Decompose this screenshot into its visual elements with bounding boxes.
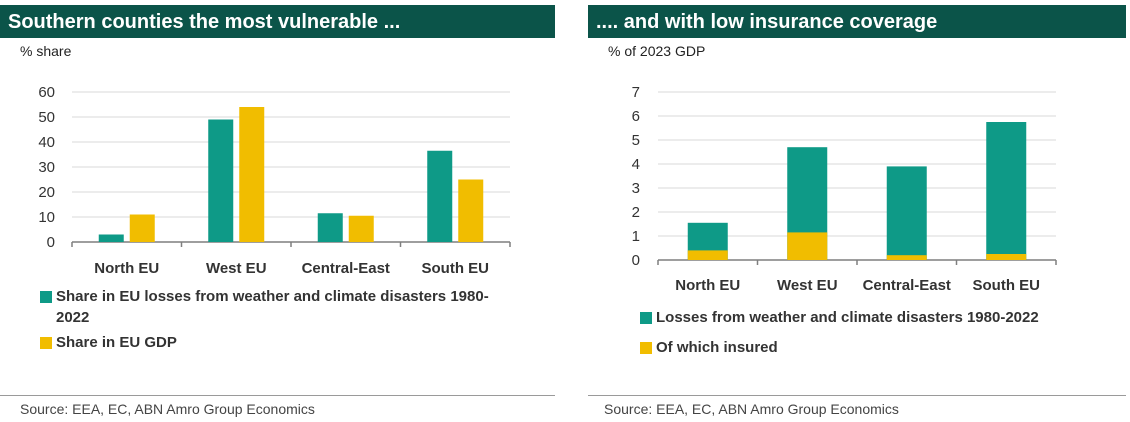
right-chart-y-tick-label: 0 xyxy=(632,252,640,269)
right-chart-y-tick-label: 6 xyxy=(632,108,640,125)
right-chart-bar-losses xyxy=(886,166,927,260)
right-chart-category-label: Central-East xyxy=(863,277,951,294)
left-chart-title: Southern counties the most vulnerable ..… xyxy=(8,11,401,33)
right-chart-title: .... and with low insurance coverage xyxy=(596,11,938,33)
left-title-bar: Southern counties the most vulnerable ..… xyxy=(0,5,555,38)
left-legend-swatch-gdp xyxy=(40,337,52,349)
left-legend-label-gdp: Share in EU GDP xyxy=(56,334,177,351)
right-chart-y-tick-label: 5 xyxy=(632,132,640,149)
left-chart-panel: Southern counties the most vulnerable ..… xyxy=(0,0,555,422)
right-chart-y-tick-label: 2 xyxy=(632,204,640,221)
right-chart-bar-losses xyxy=(986,122,1027,260)
right-chart-category-label: South EU xyxy=(973,277,1041,294)
right-legend-swatch-losses xyxy=(640,312,652,324)
left-bar-chart: 0 10 20 30 40 50 60 North EU West EU Central-East… xyxy=(38,84,511,277)
left-chart-category-label: South EU xyxy=(422,260,490,277)
left-legend-label-losses: Share in EU losses from weather and clim… xyxy=(56,288,489,305)
left-chart-y-tick-label: 10 xyxy=(38,209,55,226)
right-chart-bar-insured xyxy=(787,232,828,260)
left-chart-category-label: Central-East xyxy=(302,260,390,277)
right-legend-label-losses: Losses from weather and climate disaster… xyxy=(656,309,1039,326)
left-chart-y-tick-label: 60 xyxy=(38,84,55,101)
left-chart-bar xyxy=(129,214,155,242)
right-chart-bar-insured xyxy=(687,250,728,260)
left-chart-bar xyxy=(208,119,234,242)
left-chart-y-tick-label: 30 xyxy=(38,159,55,176)
left-chart-bar xyxy=(239,107,265,242)
right-stacked-bar-chart: 0 1 2 3 4 5 6 7 North EU West EU Central-East South… xyxy=(632,84,1057,294)
right-source-note: Source: EEA, EC, ABN Amro Group Economic… xyxy=(604,401,899,417)
left-source-note: Source: EEA, EC, ABN Amro Group Economic… xyxy=(20,401,315,417)
right-y-unit-label: % of 2023 GDP xyxy=(608,43,706,59)
left-chart-category-label: West EU xyxy=(206,260,267,277)
left-legend-label-losses-cont: 2022 xyxy=(56,309,90,326)
right-source-divider xyxy=(588,395,1126,396)
right-chart-bar-insured xyxy=(886,255,927,260)
left-chart-bar xyxy=(317,213,343,242)
right-chart-y-tick-label: 1 xyxy=(632,228,640,245)
left-chart-bar xyxy=(348,215,374,242)
right-chart-category-label: North EU xyxy=(675,277,740,294)
right-chart-bar-insured xyxy=(986,254,1027,260)
right-chart-y-tick-label: 7 xyxy=(632,84,640,101)
right-chart-category-label: West EU xyxy=(777,277,838,294)
right-chart-y-tick-label: 4 xyxy=(632,156,640,173)
left-chart-y-tick-label: 50 xyxy=(38,109,55,126)
left-chart-category-label: North EU xyxy=(94,260,159,277)
left-legend-swatch-losses xyxy=(40,291,52,303)
right-chart-panel: .... and with low insurance coverage % o… xyxy=(588,0,1130,422)
right-legend-label-insured: Of which insured xyxy=(656,339,778,356)
left-source-divider xyxy=(0,395,555,396)
left-chart-bar xyxy=(427,150,453,242)
left-chart-bar xyxy=(458,179,484,242)
left-chart-bar xyxy=(98,234,124,242)
right-legend-swatch-insured xyxy=(640,342,652,354)
right-title-bar: .... and with low insurance coverage xyxy=(588,5,1126,38)
left-chart-y-tick-label: 0 xyxy=(47,234,55,251)
left-y-unit-label: % share xyxy=(20,43,72,59)
left-chart-y-tick-label: 40 xyxy=(38,134,55,151)
left-chart-y-tick-label: 20 xyxy=(38,184,55,201)
right-chart-y-tick-label: 3 xyxy=(632,180,640,197)
